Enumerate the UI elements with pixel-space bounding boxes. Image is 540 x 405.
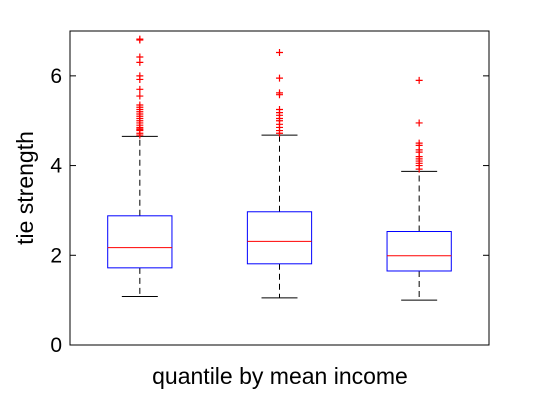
- outlier-point: [415, 139, 423, 147]
- box-group: [246, 49, 313, 299]
- outlier-point: [276, 74, 283, 82]
- box: [386, 231, 452, 272]
- outlier-point: [136, 72, 144, 80]
- box-group: [386, 76, 452, 301]
- box: [107, 215, 173, 269]
- outlier-point: [415, 76, 423, 84]
- y-tick-label: 6: [50, 65, 62, 88]
- y-tick-label: 4: [50, 155, 62, 178]
- x-axis-label: quantile by mean income: [152, 363, 408, 389]
- outlier-point: [276, 49, 283, 57]
- y-tick-label: 2: [50, 244, 62, 267]
- y-tick-label: 0: [50, 334, 62, 357]
- box-group: [107, 35, 173, 298]
- outlier-point: [136, 85, 144, 93]
- outlier-point: [136, 101, 144, 109]
- y-axis: 0 2 4 6: [50, 65, 489, 357]
- boxes-layer: [107, 35, 452, 301]
- outlier-point: [136, 53, 144, 61]
- outlier-point: [415, 119, 423, 127]
- outlier-point: [136, 92, 144, 100]
- outlier-point: [276, 89, 283, 97]
- y-axis-label: tie strength: [12, 131, 38, 245]
- box: [246, 211, 313, 265]
- outlier-point: [276, 106, 283, 113]
- outlier-point: [136, 35, 144, 43]
